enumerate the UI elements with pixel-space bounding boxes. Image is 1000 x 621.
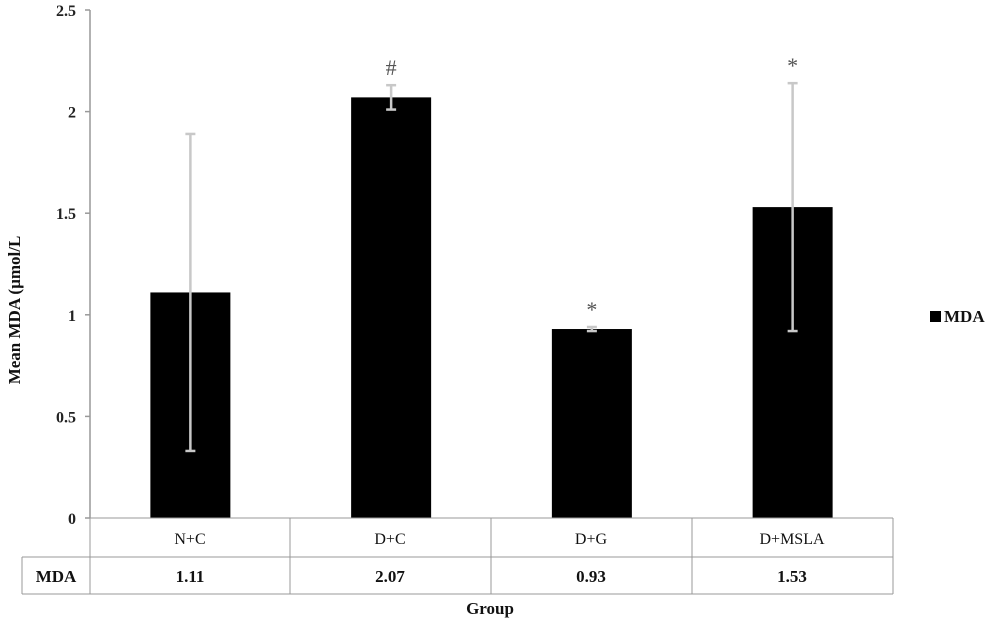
y-axis-ticks: 0 0.5 1 1.5 2 2.5	[56, 3, 76, 528]
category-label: N+C	[174, 531, 205, 548]
legend-swatch	[930, 311, 941, 322]
y-axis-label: Mean MDA (µmol/L	[5, 236, 24, 385]
table-cell: 0.93	[576, 567, 606, 586]
significance-marker: *	[787, 53, 798, 78]
bar-d-c	[351, 97, 432, 518]
y-tick-label: 1.5	[56, 206, 76, 223]
bars: # * *	[150, 53, 833, 518]
error-bar	[586, 325, 597, 333]
y-tick-marks	[85, 9, 90, 519]
y-tick-label: 1	[68, 308, 76, 325]
legend-label: MDA	[944, 307, 985, 326]
table-cell: 2.07	[375, 567, 405, 586]
error-bar	[386, 83, 397, 111]
data-table	[21, 517, 894, 595]
bar-d-g	[551, 329, 632, 518]
significance-marker: #	[386, 55, 397, 80]
table-cell: 1.11	[176, 567, 205, 586]
y-tick-label: 2	[68, 105, 76, 122]
x-axis-label: Group	[466, 599, 514, 618]
y-tick-label: 2.5	[56, 3, 76, 20]
error-bar	[787, 81, 798, 333]
y-tick-label: 0	[68, 511, 76, 528]
table-row-header: MDA	[36, 567, 77, 586]
y-tick-label: 0.5	[56, 409, 76, 426]
category-label: D+G	[575, 531, 608, 548]
category-label: D+C	[374, 531, 405, 548]
category-label: D+MSLA	[759, 531, 824, 548]
significance-marker: *	[586, 297, 597, 322]
error-bar	[185, 132, 196, 453]
table-cell: 1.53	[777, 567, 807, 586]
